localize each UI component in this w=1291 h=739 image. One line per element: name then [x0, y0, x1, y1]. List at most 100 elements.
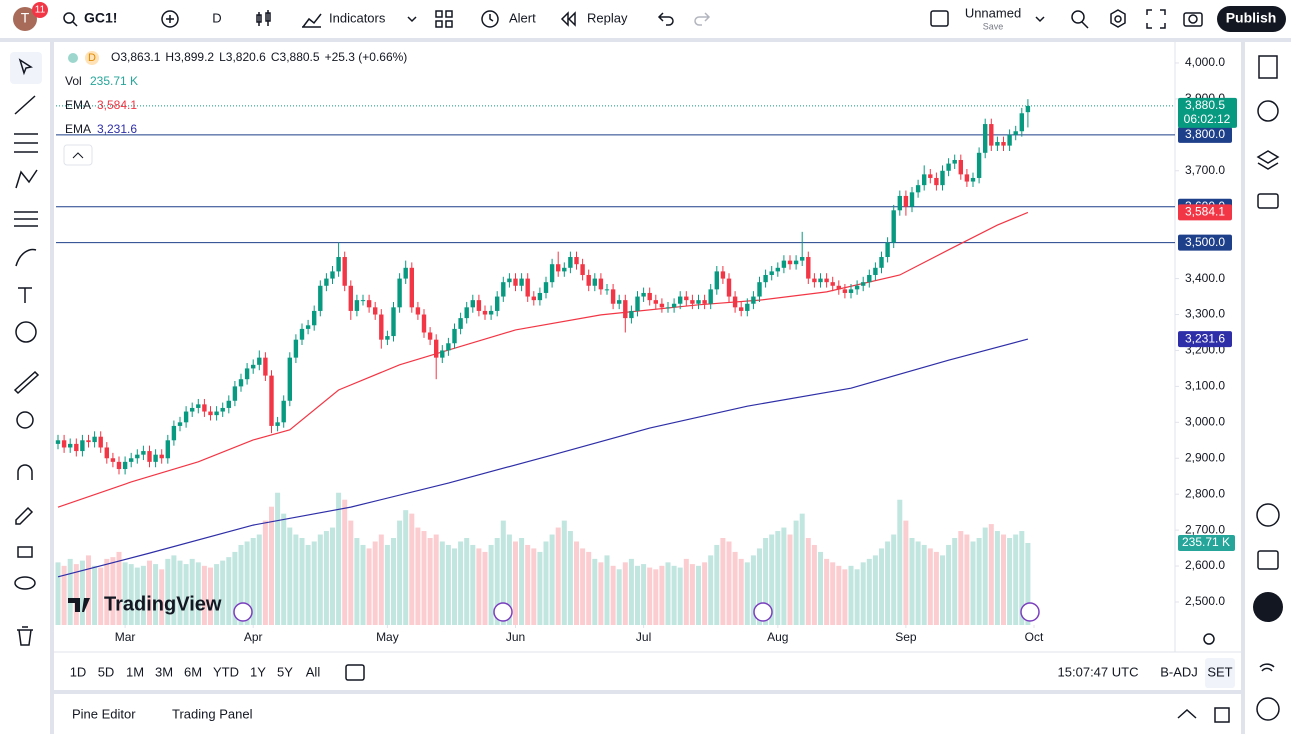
symbol[interactable]: GC1! — [84, 10, 117, 26]
candle-body — [763, 274, 768, 283]
panel-tab[interactable]: Pine Editor — [72, 706, 136, 721]
top-toolbar — [0, 0, 1291, 38]
ruler-tool[interactable] — [13, 370, 40, 395]
apps-icon[interactable] — [1253, 592, 1283, 622]
add-symbol[interactable] — [161, 10, 179, 28]
range-button[interactable]: 5D — [98, 664, 115, 679]
indicators-button[interactable]: Indicators — [329, 10, 386, 25]
avatar[interactable] — [13, 7, 37, 31]
goto-date[interactable] — [345, 664, 365, 681]
adjustment[interactable]: B-ADJ — [1160, 664, 1198, 679]
candle-body — [129, 458, 134, 462]
undo[interactable] — [657, 12, 674, 26]
event-marker[interactable] — [233, 602, 253, 622]
alerts-icon[interactable] — [1257, 100, 1279, 122]
text-tool[interactable] — [18, 287, 32, 303]
settings-icon[interactable] — [1110, 9, 1126, 28]
volume-bar — [641, 564, 647, 625]
range-button[interactable]: 1D — [70, 664, 87, 679]
search-icon[interactable] — [63, 12, 75, 24]
candle-body — [1007, 134, 1012, 146]
zoom-tool[interactable] — [16, 411, 34, 429]
indicators-icon[interactable] — [302, 13, 322, 28]
replay-icon[interactable] — [560, 11, 576, 27]
candle-body — [68, 443, 73, 448]
event-marker[interactable] — [1020, 602, 1040, 622]
layout-icon[interactable] — [930, 10, 949, 27]
maximize-panel[interactable] — [1214, 707, 1230, 723]
candle-body — [342, 257, 347, 286]
hide-tool[interactable] — [14, 576, 36, 590]
alert-icon[interactable] — [481, 10, 499, 28]
range-button[interactable]: 3M — [155, 664, 173, 679]
volume-bar — [610, 565, 616, 625]
range-button[interactable]: 1Y — [250, 664, 266, 679]
replay-button[interactable]: Replay — [587, 10, 628, 25]
lock-tool[interactable] — [17, 546, 33, 558]
candle-body — [238, 379, 244, 387]
trendline-tool[interactable] — [14, 95, 36, 115]
watchlist-icon[interactable] — [1258, 55, 1278, 79]
candle-body — [86, 440, 91, 443]
y-tick-label: 2,800.0 — [1185, 486, 1225, 500]
volume-bar — [933, 551, 939, 625]
range-button[interactable]: 6M — [184, 664, 202, 679]
help-icon[interactable] — [1256, 697, 1280, 721]
screenshot-icon[interactable] — [1183, 12, 1203, 27]
panel-tab[interactable]: Trading Panel — [172, 706, 253, 721]
range-button[interactable]: 5Y — [277, 664, 293, 679]
target-icon[interactable] — [1256, 503, 1280, 527]
range-button[interactable]: YTD — [213, 664, 239, 679]
range-button[interactable]: 1M — [126, 664, 144, 679]
collapse-arrow — [72, 152, 84, 159]
event-marker[interactable] — [493, 602, 513, 622]
volume-bar — [488, 544, 494, 625]
dropdown[interactable] — [1035, 16, 1045, 23]
trash-tool[interactable] — [17, 626, 33, 646]
interval[interactable]: D — [212, 10, 221, 25]
candle-body — [812, 278, 817, 283]
chat-icon[interactable] — [1257, 193, 1279, 209]
volume-bar — [525, 544, 531, 625]
fib-tool[interactable] — [14, 133, 38, 153]
volume-bar — [476, 548, 482, 625]
volume-bar — [299, 538, 305, 625]
brush-tool[interactable] — [15, 248, 37, 267]
volume-bar — [885, 541, 891, 625]
volume-bar — [811, 544, 817, 625]
signal-icon[interactable] — [1259, 663, 1275, 672]
chart-type-icon[interactable] — [256, 10, 271, 26]
layout-name[interactable]: Unnamed — [965, 5, 1021, 20]
axis-settings[interactable] — [1203, 633, 1215, 645]
candle-body — [928, 174, 933, 178]
candle-body — [671, 303, 677, 308]
publish-button[interactable] — [1217, 6, 1286, 32]
candle-body — [1025, 105, 1031, 113]
magnet-tool[interactable] — [17, 464, 33, 480]
candle-body — [562, 267, 567, 272]
emoji-tool[interactable] — [15, 321, 37, 343]
volume-bar — [391, 538, 396, 625]
candle-body — [629, 310, 634, 319]
alert-button[interactable]: Alert — [509, 10, 536, 25]
layers-icon[interactable] — [1256, 150, 1280, 170]
forecast-tool[interactable] — [14, 211, 38, 227]
pattern-tool[interactable] — [15, 169, 38, 189]
session[interactable]: SET — [1207, 664, 1232, 679]
volume-bar — [104, 558, 110, 625]
redo[interactable] — [694, 12, 711, 26]
hline-label: 3,500.0 — [1185, 235, 1225, 249]
calendar-icon[interactable] — [1257, 550, 1279, 570]
range-button[interactable]: All — [306, 664, 321, 679]
cursor-tool[interactable] — [18, 58, 33, 76]
layouts-icon[interactable] — [435, 10, 453, 28]
collapse-legend[interactable] — [63, 144, 93, 166]
candle-body — [549, 264, 555, 283]
fullscreen-icon[interactable] — [1146, 9, 1166, 29]
draw-mode-tool[interactable] — [15, 506, 34, 525]
candle-body — [61, 440, 67, 448]
event-marker[interactable] — [753, 602, 773, 622]
collapse-panel[interactable] — [1177, 708, 1197, 719]
quick-search[interactable] — [1071, 10, 1085, 24]
dropdown[interactable] — [407, 16, 417, 23]
